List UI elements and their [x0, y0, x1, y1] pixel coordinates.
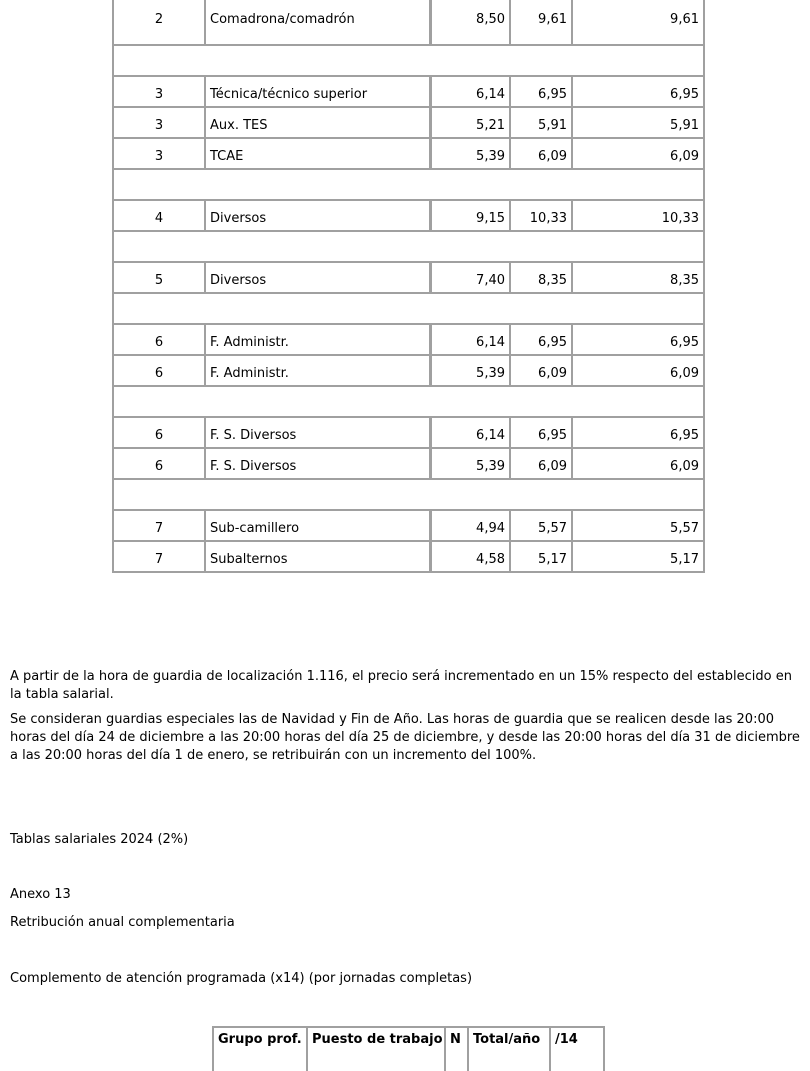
cell-value-a: 5,39 — [429, 137, 511, 170]
cell-value-c: 6,95 — [571, 323, 705, 356]
cell-value-b: 9,61 — [509, 0, 573, 46]
cell-value-b: 5,91 — [509, 106, 573, 139]
cell-value-c: 5,57 — [571, 509, 705, 542]
spacer-cell — [112, 44, 705, 77]
cell-value-b: 5,57 — [509, 509, 573, 542]
cell-value-b: 6,09 — [509, 447, 573, 480]
cell-grupo: 7 — [112, 509, 206, 542]
cell-value-c: 6,09 — [571, 137, 705, 170]
spacer-row — [112, 168, 705, 201]
cell-value-a: 8,50 — [429, 0, 511, 46]
table-row: 2 Comadrona/comadrón 8,50 9,61 9,61 — [112, 0, 705, 46]
table-row: 6 F. Administr. 5,39 6,09 6,09 — [112, 354, 705, 387]
spacer-cell — [112, 385, 705, 418]
cell-value-a: 7,40 — [429, 261, 511, 294]
spacer-cell — [112, 168, 705, 201]
cell-puesto: F. Administr. — [204, 323, 432, 356]
table-row: 6 F. S. Diversos 5,39 6,09 6,09 — [112, 447, 705, 480]
cell-value-a: 6,14 — [429, 75, 511, 108]
table-row: 3 TCAE 5,39 6,09 6,09 — [112, 137, 705, 170]
header-n: N — [444, 1026, 469, 1071]
cell-value-c: 6,09 — [571, 447, 705, 480]
cell-value-b: 6,09 — [509, 354, 573, 387]
annex-title: Anexo 13 — [10, 887, 71, 902]
cell-value-b: 8,35 — [509, 261, 573, 294]
cell-value-a: 5,39 — [429, 354, 511, 387]
cell-value-a: 4,94 — [429, 509, 511, 542]
cell-value-b: 6,95 — [509, 75, 573, 108]
header-puesto: Puesto de trabajo — [306, 1026, 446, 1071]
cell-grupo: 6 — [112, 416, 206, 449]
table-row: 4 Diversos 9,15 10,33 10,33 — [112, 199, 705, 232]
paragraph-special-guards: Se consideran guardias especiales las de… — [10, 712, 800, 763]
header-grupo: Grupo prof. — [212, 1026, 308, 1071]
cell-grupo: 6 — [112, 447, 206, 480]
cell-puesto: Aux. TES — [204, 106, 432, 139]
table-row: 7 Sub-camillero 4,94 5,57 5,57 — [112, 509, 705, 542]
cell-value-c: 10,33 — [571, 199, 705, 232]
cell-grupo: 5 — [112, 261, 206, 294]
salary-table: 2 Comadrona/comadrón 8,50 9,61 9,61 3 Técnica/… — [112, 0, 705, 573]
cell-value-c: 6,95 — [571, 416, 705, 449]
cell-value-c: 6,95 — [571, 75, 705, 108]
table-row: 3 Aux. TES 5,21 5,91 5,91 — [112, 106, 705, 139]
cell-grupo: 7 — [112, 540, 206, 573]
salary-tables-title: Tablas salariales 2024 (2%) — [10, 832, 189, 847]
cell-value-c: 9,61 — [571, 0, 705, 46]
cell-value-a: 4,58 — [429, 540, 511, 573]
paragraph-increment: A partir de la hora de guardia de locali… — [10, 669, 792, 702]
cell-puesto: Diversos — [204, 199, 432, 232]
table-row: 6 F. S. Diversos 6,14 6,95 6,95 — [112, 416, 705, 449]
cell-puesto: Diversos — [204, 261, 432, 294]
cell-value-b: 6,09 — [509, 137, 573, 170]
cell-puesto: F. S. Diversos — [204, 416, 432, 449]
spacer-row — [112, 385, 705, 418]
cell-grupo: 3 — [112, 137, 206, 170]
table-row: 3 Técnica/técnico superior 6,14 6,95 6,95 — [112, 75, 705, 108]
table-row: 6 F. Administr. 6,14 6,95 6,95 — [112, 323, 705, 356]
header-row: Grupo prof. Puesto de trabajo N Total/añ… — [212, 1026, 605, 1071]
cell-value-a: 5,39 — [429, 447, 511, 480]
cell-value-c: 5,17 — [571, 540, 705, 573]
spacer-cell — [112, 230, 705, 263]
complement-title: Complemento de atención programada (x14)… — [10, 971, 473, 986]
spacer-row — [112, 478, 705, 511]
cell-value-c: 6,09 — [571, 354, 705, 387]
table-row: 7 Subalternos 4,58 5,17 5,17 — [112, 540, 705, 573]
cell-value-c: 5,91 — [571, 106, 705, 139]
cell-value-c: 8,35 — [571, 261, 705, 294]
cell-grupo: 2 — [112, 0, 206, 46]
cell-value-b: 6,95 — [509, 323, 573, 356]
spacer-row — [112, 292, 705, 325]
header-total: Total/año — [467, 1026, 551, 1071]
cell-grupo: 4 — [112, 199, 206, 232]
spacer-cell — [112, 292, 705, 325]
cell-grupo: 3 — [112, 75, 206, 108]
annex-subtitle: Retribución anual complementaria — [10, 915, 235, 930]
cell-grupo: 6 — [112, 354, 206, 387]
cell-value-b: 10,33 — [509, 199, 573, 232]
cell-value-a: 6,14 — [429, 416, 511, 449]
cell-puesto: F. S. Diversos — [204, 447, 432, 480]
cell-puesto: TCAE — [204, 137, 432, 170]
cell-puesto: F. Administr. — [204, 354, 432, 387]
spacer-row — [112, 44, 705, 77]
cell-puesto: Comadrona/comadrón — [204, 0, 432, 46]
complement-table: Grupo prof. Puesto de trabajo N Total/añ… — [212, 1026, 605, 1071]
cell-value-b: 5,17 — [509, 540, 573, 573]
cell-value-b: 6,95 — [509, 416, 573, 449]
cell-puesto: Técnica/técnico superior — [204, 75, 432, 108]
table-row: 5 Diversos 7,40 8,35 8,35 — [112, 261, 705, 294]
header-14: /14 — [549, 1026, 605, 1071]
cell-value-a: 5,21 — [429, 106, 511, 139]
cell-puesto: Sub-camillero — [204, 509, 432, 542]
spacer-row — [112, 230, 705, 263]
cell-grupo: 6 — [112, 323, 206, 356]
spacer-cell — [112, 478, 705, 511]
cell-value-a: 9,15 — [429, 199, 511, 232]
cell-puesto: Subalternos — [204, 540, 432, 573]
cell-value-a: 6,14 — [429, 323, 511, 356]
cell-grupo: 3 — [112, 106, 206, 139]
